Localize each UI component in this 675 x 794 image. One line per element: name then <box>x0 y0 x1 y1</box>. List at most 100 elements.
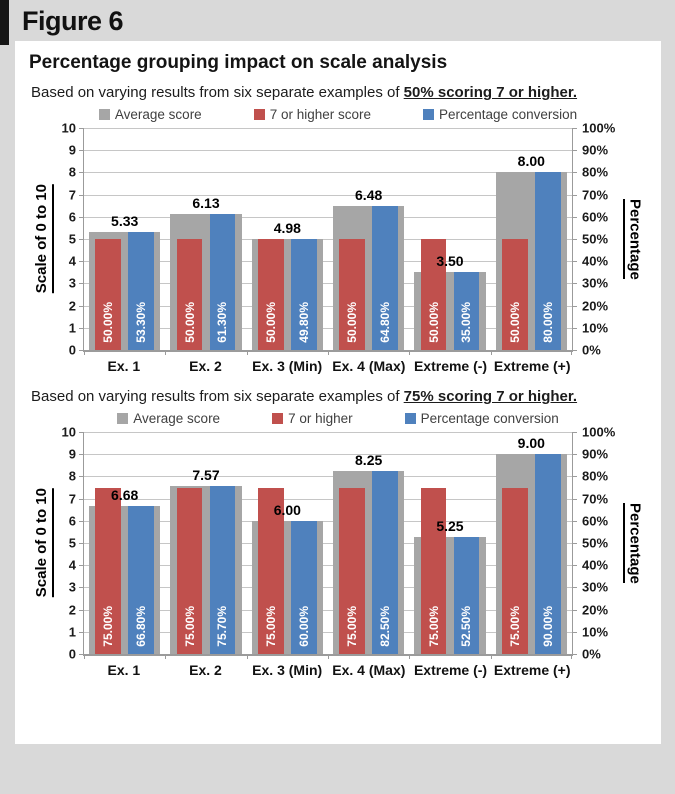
bar-value-label: 80.00% <box>540 302 555 343</box>
bar-group: 75.00% 82.50% 8.25 <box>328 432 409 654</box>
bar-value-label: 49.80% <box>296 302 311 343</box>
category-label: Ex. 3 (Min) <box>252 662 323 678</box>
right-axis-tick-label: 40% <box>582 253 609 269</box>
average-data-label: 6.48 <box>355 187 383 204</box>
seven-or-higher-bar: 75.00% <box>258 487 284 654</box>
left-axis-tick <box>79 432 84 433</box>
right-axis-title-text: Percentage <box>622 198 644 280</box>
average-data-label: 3.50 <box>436 253 464 270</box>
legend-label: Percentage conversion <box>420 411 559 426</box>
plot-column: 50.00% 53.30% 5.33 50.00% 61.30% 6.13 50.00% 49… <box>79 128 577 374</box>
seven-or-higher-bar: 75.00% <box>420 487 447 654</box>
percentage-conversion-bar: 82.50% <box>372 470 398 654</box>
average-data-label: 6.68 <box>111 486 139 503</box>
panel-title: Percentage grouping impact on scale anal… <box>29 52 448 73</box>
category-boundary-tick <box>490 350 492 355</box>
chart-canvas: Scale of 0 to 10 10 9 8 7 6 5 4 3 2 1 0 75.00% 66.80%… <box>29 425 647 678</box>
category-boundary-tick <box>328 350 329 355</box>
left-axis-tick-label: 0 <box>68 646 76 662</box>
percentage-conversion-bar: 52.50% <box>453 537 480 654</box>
bar-slot: 75.00% 52.50% 5.25 <box>414 432 486 654</box>
seven-or-higher-bar: 75.00% <box>176 487 203 654</box>
category-boundary-tick <box>84 350 85 355</box>
legend-item: Average score <box>117 411 220 426</box>
category-axis-labels: Ex. 1 Ex. 2 Ex. 3 (Min) Ex. 4 (Max) Extreme … <box>83 358 573 374</box>
legend: Average score 7 or higher score Percentage… <box>27 107 649 122</box>
bar-value-label: 50.00% <box>507 302 522 343</box>
percentage-conversion-bar: 61.30% <box>209 213 236 350</box>
legend-swatch-icon <box>423 109 435 120</box>
average-data-label: 9.00 <box>517 435 545 452</box>
gridline <box>84 432 572 433</box>
right-axis-title: Percentage <box>619 432 647 654</box>
percentage-conversion-bar: 80.00% <box>534 172 561 350</box>
gridline <box>84 476 572 478</box>
left-axis-tick-label: 8 <box>68 164 76 180</box>
right-axis-tick <box>572 520 577 522</box>
right-axis-tick-label: 100% <box>582 424 616 440</box>
left-axis-title: Scale of 0 to 10 <box>29 128 57 350</box>
bar-value-label: 75.00% <box>507 606 522 647</box>
right-axis-tick <box>572 327 577 329</box>
bar-group: 50.00% 80.00% 8.00 <box>491 128 572 350</box>
left-axis-tick <box>79 654 84 655</box>
bar-group: 50.00% 35.00% 3.50 <box>409 128 490 350</box>
bar-group: 50.00% 61.30% 6.13 <box>165 128 246 350</box>
legend-item: Percentage conversion <box>423 107 577 122</box>
left-axis-tick-label: 3 <box>68 579 76 595</box>
plot-column: 75.00% 66.80% 6.68 75.00% 75.70% 7.57 75.00% 60… <box>79 432 577 678</box>
left-axis-tick-label: 7 <box>68 187 76 203</box>
chart-subtitle: Based on varying results from six separa… <box>31 84 649 101</box>
left-axis-tick <box>79 543 84 544</box>
right-axis-tick <box>572 432 577 433</box>
category-label: Ex. 1 <box>107 662 141 678</box>
bar-value-label: 50.00% <box>182 302 197 343</box>
legend-swatch-icon <box>117 413 129 424</box>
category-boundary-tick <box>409 654 411 659</box>
percentage-conversion-bar: 66.80% <box>128 505 154 654</box>
left-axis-tick-label: 0 <box>68 342 76 358</box>
category-label: Ex. 2 <box>189 358 222 374</box>
seven-or-higher-bar: 50.00% <box>420 239 447 350</box>
percentage-conversion-bar: 64.80% <box>372 206 398 350</box>
figure-label: Figure 6 <box>22 6 124 36</box>
plot-area: 75.00% 66.80% 6.68 75.00% 75.70% 7.57 75.00% 60… <box>79 432 577 659</box>
category-label: Ex. 1 <box>107 358 141 374</box>
right-axis-tick-label: 30% <box>582 579 609 595</box>
right-axis-tick <box>572 150 577 152</box>
left-axis-tick-label: 10 <box>61 424 76 440</box>
right-axis-tick-label: 60% <box>582 513 609 529</box>
figure-accent-bar <box>0 0 9 45</box>
right-axis-tick-label: 50% <box>582 231 609 247</box>
bar-slot: 50.00% 64.80% 6.48 <box>332 128 405 350</box>
left-axis-tick <box>79 498 84 500</box>
right-axis-tick-label: 70% <box>582 187 609 203</box>
gridline <box>84 261 572 263</box>
right-axis-tick-label: 20% <box>582 298 609 314</box>
left-axis-title-text: Scale of 0 to 10 <box>32 184 54 294</box>
right-axis-tick <box>572 239 577 240</box>
seven-or-higher-bar: 50.00% <box>95 239 122 350</box>
right-axis-tick-label: 60% <box>582 209 609 225</box>
category-boundary-tick <box>409 350 411 355</box>
left-axis-tick <box>79 631 84 633</box>
left-axis-tick-labels: 10 9 8 7 6 5 4 3 2 1 0 <box>57 425 83 662</box>
right-axis-tick <box>572 631 577 633</box>
bar-slot: 75.00% 66.80% 6.68 <box>89 432 161 654</box>
bar-slot: 75.00% 75.70% 7.57 <box>170 432 242 654</box>
right-axis-tick-label: 0% <box>582 646 601 662</box>
chart-block-75-percent: Based on varying results from six separa… <box>27 388 649 678</box>
left-axis-tick-label: 1 <box>68 624 76 640</box>
bar-value-label: 66.80% <box>134 606 149 647</box>
left-axis-title-text: Scale of 0 to 10 <box>32 488 54 598</box>
bar-slot: 50.00% 61.30% 6.13 <box>170 128 242 350</box>
bar-value-label: 50.00% <box>345 302 360 343</box>
category-boundary-tick <box>328 654 329 659</box>
right-axis-tick-label: 50% <box>582 535 609 551</box>
category-label: Ex. 2 <box>189 662 222 678</box>
bar-slot: 50.00% 49.80% 4.98 <box>251 128 323 350</box>
bar-value-label: 75.00% <box>182 606 197 647</box>
bar-group: 75.00% 52.50% 5.25 <box>409 432 490 654</box>
right-axis-tick <box>572 283 577 285</box>
right-axis-tick-label: 20% <box>582 602 609 618</box>
